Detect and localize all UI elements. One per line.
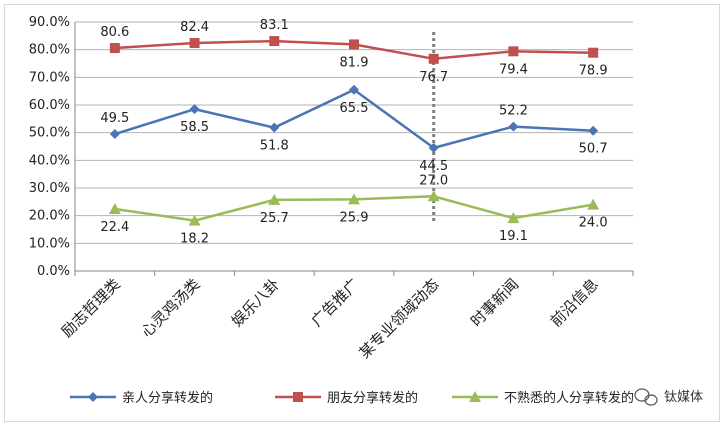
data-point — [109, 43, 120, 54]
data-point — [508, 121, 519, 132]
y-tick-label: 80.0% — [29, 43, 70, 58]
data-point — [507, 212, 520, 224]
legend-label: 不熟悉的人分享转发的 — [504, 390, 634, 406]
y-tick-label: 10.0% — [29, 236, 70, 251]
data-label: 58.5 — [180, 120, 209, 135]
legend-label: 朋友分享转发的 — [327, 390, 418, 406]
data-label: 49.5 — [100, 111, 129, 126]
y-tick-label: 50.0% — [29, 126, 70, 141]
data-label: 19.1 — [499, 229, 528, 244]
y-tick-label: 0.0% — [37, 264, 70, 279]
data-point — [189, 104, 200, 115]
legend-item: 不熟悉的人分享转发的 — [452, 390, 634, 406]
legend-item: 朋友分享转发的 — [275, 390, 418, 406]
data-label: 65.5 — [340, 101, 369, 116]
y-tick-label: 20.0% — [29, 209, 70, 224]
series-group: 49.5 58.5 51.8 65.5 44.5 52.2 50.7 80.6 82.4 83.1… — [100, 18, 607, 247]
legend-label: 亲人分享转发的 — [122, 390, 213, 406]
watermark-text: 钛媒体 — [664, 390, 703, 405]
data-label: 82.4 — [180, 20, 209, 35]
data-label: 18.2 — [180, 232, 209, 247]
y-tick-label: 40.0% — [29, 153, 70, 168]
x-category-label: 励志哲理类 — [58, 275, 124, 341]
y-tick-label: 70.0% — [29, 70, 70, 85]
data-point — [588, 125, 599, 136]
data-point — [108, 203, 121, 215]
watermark: 钛媒体 — [634, 388, 703, 406]
data-point — [587, 198, 600, 210]
data-point — [428, 142, 439, 153]
series-2: 80.6 82.4 83.1 81.9 76.7 79.4 78.9 — [100, 18, 607, 85]
data-point — [508, 46, 519, 57]
data-point — [349, 39, 359, 50]
chart-frame — [4, 4, 720, 422]
data-point — [268, 193, 281, 205]
data-label: 25.7 — [260, 211, 289, 226]
data-label: 44.5 — [419, 159, 448, 174]
series-3: 22.4 18.2 25.7 25.9 27.0 19.1 24.0 — [100, 173, 607, 246]
y-tick-label: 60.0% — [29, 98, 70, 113]
x-category-label: 前沿信息 — [547, 275, 602, 330]
data-point — [188, 214, 201, 226]
data-label: 27.0 — [419, 173, 448, 188]
data-point — [269, 122, 280, 133]
data-label: 80.6 — [100, 25, 129, 40]
data-point — [109, 129, 120, 140]
data-label: 22.4 — [100, 220, 129, 235]
gridlines — [74, 21, 634, 276]
y-tick-label: 30.0% — [29, 181, 70, 196]
data-point — [428, 53, 439, 64]
legend-item: 亲人分享转发的 — [70, 390, 213, 406]
legend-marker — [469, 391, 481, 402]
y-axis-ticks: 0.0% 10.0% 20.0% 30.0% 40.0% 50.0% 60.0% 70.0% 8… — [29, 15, 70, 279]
legend-marker — [88, 392, 98, 402]
data-label: 83.1 — [260, 18, 289, 33]
x-category-label: 娱乐八卦 — [228, 275, 283, 330]
x-category-label: 广告推广 — [308, 275, 363, 330]
data-label: 76.7 — [419, 70, 448, 85]
x-category-label: 心灵鸡汤类 — [138, 275, 204, 341]
series-1: 49.5 58.5 51.8 65.5 44.5 52.2 50.7 — [100, 84, 608, 174]
data-point — [348, 193, 360, 205]
x-category-label: 某专业领域动态 — [356, 275, 443, 362]
legend: 亲人分享转发的 朋友分享转发的 不熟悉的人分享转发的 — [70, 390, 634, 406]
data-label: 25.9 — [340, 210, 369, 225]
data-label: 52.2 — [499, 104, 528, 119]
data-label: 79.4 — [499, 62, 528, 77]
y-tick-label: 90.0% — [29, 15, 70, 30]
data-label: 78.9 — [579, 64, 608, 79]
data-label: 81.9 — [340, 55, 369, 70]
wechat-icon — [634, 388, 658, 406]
data-point — [588, 47, 599, 58]
x-category-label: 时事新闻 — [467, 275, 522, 330]
data-label: 24.0 — [579, 216, 608, 231]
data-point — [349, 84, 359, 95]
data-label: 51.8 — [260, 139, 289, 154]
data-label: 50.7 — [579, 142, 608, 157]
data-point — [189, 38, 200, 49]
data-point — [269, 36, 280, 47]
legend-marker — [293, 392, 303, 402]
series-line — [114, 88, 594, 150]
data-point — [427, 190, 440, 202]
